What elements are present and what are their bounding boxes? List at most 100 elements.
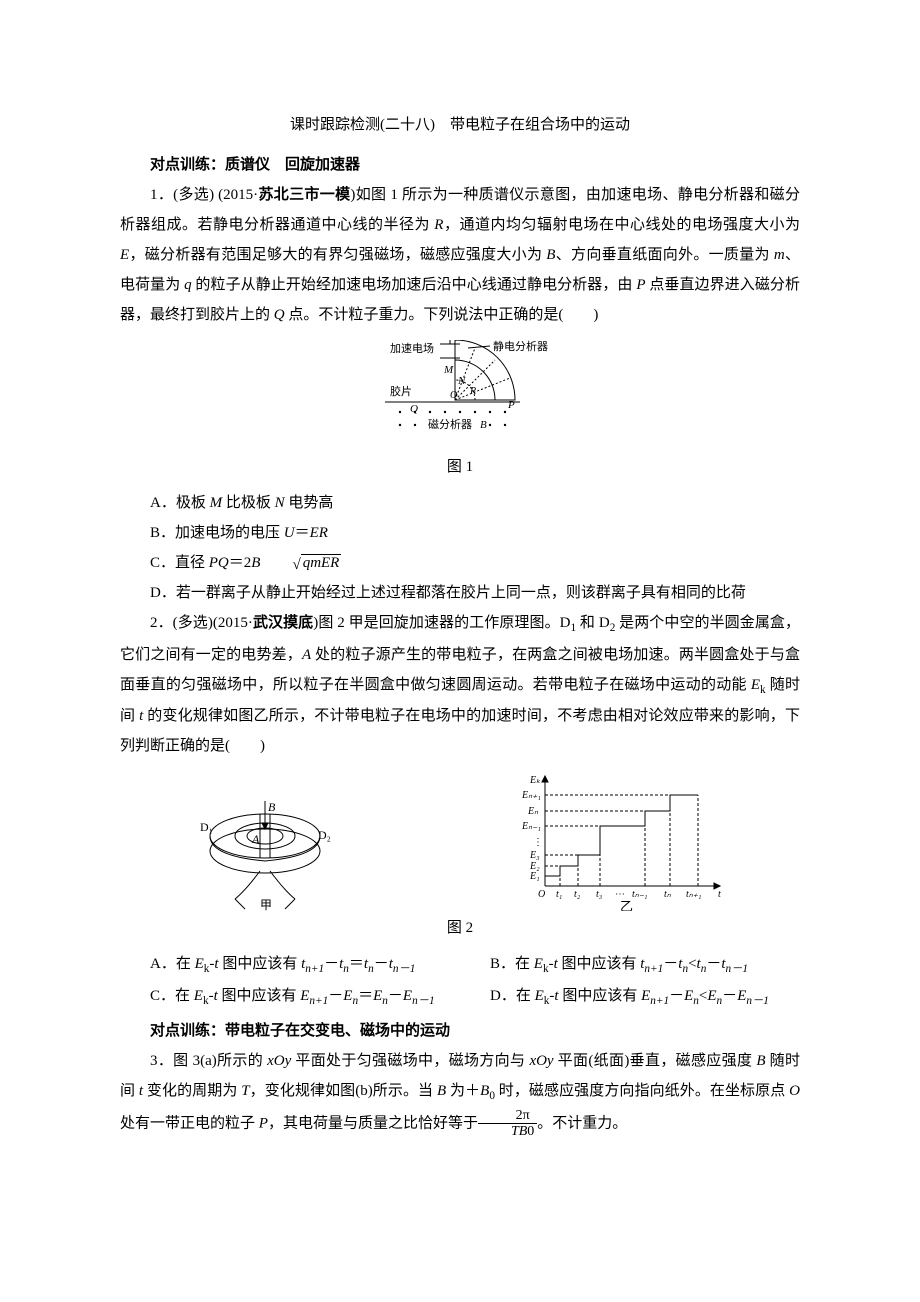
- sym-B0: B: [480, 1083, 489, 1099]
- fig2-En: Eₙ: [527, 806, 539, 817]
- q2-optD: D．在 Ek-t 图中应该有 En+1－En<En－En－1: [460, 981, 800, 1013]
- q2-Ekt-2: E: [534, 956, 543, 972]
- q1-b2: ，通道内均匀辐射电场在中心线处的电场强度大小为: [443, 217, 800, 233]
- fig2-yi: 乙: [620, 899, 633, 911]
- q1-optD: D．若一群离子从静止开始经过上述过程都落在胶片上同一点，则该群离子具有相同的比荷: [120, 578, 800, 608]
- q2B3: tn+1: [640, 956, 663, 972]
- q2-optB: B．在 Ek-t 图中应该有 tn+1－tn<tn－tn－1: [460, 949, 800, 981]
- sym-B3: B: [756, 1053, 765, 1069]
- sym-N: N: [275, 495, 285, 511]
- figure-1-svg: 加速电场 静电分析器 M N 胶片 O R Q P 磁分析器 B: [350, 340, 570, 450]
- fig2-t2: t₂: [574, 889, 581, 900]
- section-2-header: 对点训练：带电粒子在交变电、磁场中的运动: [120, 1016, 800, 1046]
- q3-b7: 时，磁感应强度方向指向纸外。在坐标原点: [495, 1083, 789, 1099]
- sym-T: T: [241, 1083, 249, 1099]
- q2B2: 图中应该有: [558, 956, 641, 972]
- q2A6: tn－1: [389, 956, 416, 972]
- sym-P: P: [636, 277, 645, 293]
- fig1-Q: Q: [410, 403, 418, 415]
- fig2-jia: 甲: [260, 898, 272, 911]
- q1-optA-1: A．极板: [150, 495, 210, 511]
- q2-k2: k: [543, 963, 549, 975]
- fig2-En1: Eₙ₊₁: [521, 790, 541, 801]
- q1-b6: 的粒子从静止开始经加速电场加速后沿中心线通过静电分析器，由: [192, 277, 637, 293]
- fig1-accel: 加速电场: [390, 341, 434, 355]
- sym-A: A: [302, 647, 311, 663]
- q2-k1: k: [204, 963, 210, 975]
- q1-lead: 1．(多选) (2015·: [150, 187, 258, 203]
- q2B5: tn: [697, 956, 707, 972]
- fig2-Ek: Eₖ: [529, 775, 541, 786]
- q2A5: tn: [364, 956, 374, 972]
- q1-b3: ，磁分析器有范围足够大的有界匀强磁场，磁感应强度大小为: [129, 247, 546, 263]
- q2-Ekt-3: E: [194, 988, 203, 1004]
- q3-b9: ，其电荷量与质量之比恰好等于: [268, 1115, 478, 1131]
- q2A3: tn+1: [301, 956, 324, 972]
- q3-b5: ，变化规律如图(b)所示。当: [250, 1083, 437, 1099]
- q1-optB: B．加速电场的电压 U＝ER: [120, 518, 800, 548]
- q1-optC-1: C．直径: [150, 555, 209, 571]
- q2A2: 图中应该有: [219, 956, 302, 972]
- q1-b4: 、方向垂直纸面向外。一质量为: [555, 247, 773, 263]
- q2A4: tn: [339, 956, 349, 972]
- q2-Ekt-4: E: [535, 988, 544, 1004]
- fig2-A: A: [251, 832, 260, 846]
- fig2-t3: t₃: [596, 889, 603, 900]
- q2D1: D．在: [490, 988, 535, 1004]
- q3-b2: 平面(纸面)垂直，磁感应强度: [554, 1053, 757, 1069]
- q2-k3: k: [203, 995, 209, 1007]
- sym-xOy2: xOy: [529, 1053, 553, 1069]
- sym-q: q: [184, 277, 192, 293]
- fig1-O: O: [450, 390, 457, 401]
- sym-m: m: [774, 247, 785, 263]
- fig1-R: R: [469, 386, 476, 397]
- fig2-E3: E₃: [529, 850, 540, 861]
- q2D4: En: [684, 988, 699, 1004]
- fig2-En-1: Eₙ₋₁: [521, 821, 541, 832]
- q2-row1: A．在 Ek-t 图中应该有 tn+1－tn＝tn－tn－1 B．在 Ek-t …: [120, 949, 800, 981]
- sym-Ek: E: [751, 677, 760, 693]
- q3-b10: 。不计重力。: [537, 1115, 627, 1131]
- sym-B4: B: [437, 1083, 446, 1099]
- q2C4: En: [343, 988, 358, 1004]
- fig1-film: 胶片: [390, 384, 412, 398]
- sym-PQ: PQ: [209, 555, 229, 571]
- sym-ER: ER: [310, 525, 328, 541]
- sym-O: O: [789, 1083, 800, 1099]
- fig1-N: N: [457, 375, 466, 387]
- q2-row2: C．在 Ek-t 图中应该有 En+1－En＝En－En－1 D．在 Ek-t …: [120, 981, 800, 1013]
- page: 课时跟踪检测(二十八) 带电粒子在组合场中的运动 对点训练：质谱仪 回旋加速器 …: [0, 0, 920, 1199]
- q1-optB-1: B．加速电场的电压: [150, 525, 284, 541]
- q2C2: 图中应该有: [218, 988, 301, 1004]
- q2C3: En+1: [300, 988, 328, 1004]
- q1-optA-2: 比极板: [222, 495, 275, 511]
- q1-optC-2: ＝2: [229, 555, 252, 571]
- sym-E: E: [120, 247, 129, 263]
- fig2-O: O: [538, 889, 545, 900]
- fig1-mag: 磁分析器: [428, 417, 472, 431]
- q2-Ekt-1: E: [195, 956, 204, 972]
- sym-P2: P: [259, 1115, 268, 1131]
- frac-2pi-TB0: 2πTB0: [478, 1108, 537, 1140]
- q2-stem: 2．(多选)(2015·武汉摸底)图 2 甲是回旋加速器的工作原理图。D1 和 …: [120, 608, 800, 761]
- fig2-t1: t₁: [556, 889, 562, 900]
- sym-xOy: xOy: [267, 1053, 291, 1069]
- figure-2-caption: 图 2: [120, 913, 800, 943]
- q2-optA: A．在 Ek-t 图中应该有 tn+1－tn＝tn－tn－1: [120, 949, 460, 981]
- figure-2b-svg: Eₖ Eₙ₊₁ Eₙ Eₙ₋₁ ⋮ E₃ E₂ E₁ O t₁ t₂ t₃ ⋯ …: [520, 771, 730, 911]
- q3-stem: 3．图 3(a)所示的 xOy 平面处于匀强磁场中，磁场方向与 xOy 平面(纸…: [120, 1046, 800, 1139]
- fig1-P: P: [507, 399, 515, 411]
- fig2-D1: D₁: [200, 820, 213, 834]
- figure-1-caption: 图 1: [120, 452, 800, 482]
- q2A1: A．在: [150, 956, 195, 972]
- fig2-tn-1: tₙ₋₁: [632, 889, 648, 900]
- q1-b8: 点。不计粒子重力。下列说法中正确的是( ): [285, 307, 599, 323]
- fig1-M: M: [443, 364, 454, 376]
- sqrt-qmER: qmER: [260, 548, 341, 578]
- q3-b6: 为＋: [446, 1083, 480, 1099]
- q2-lead: 2．(多选)(2015·: [150, 615, 253, 631]
- q3-lead: 3．图 3(a)所示的: [150, 1053, 267, 1069]
- fig2-tn1: tₙ₊₁: [686, 889, 702, 900]
- figure-1: 加速电场 静电分析器 M N 胶片 O R Q P 磁分析器 B 图 1: [120, 340, 800, 482]
- q2-b1: )图 2 甲是回旋加速器的工作原理图。D: [313, 615, 570, 631]
